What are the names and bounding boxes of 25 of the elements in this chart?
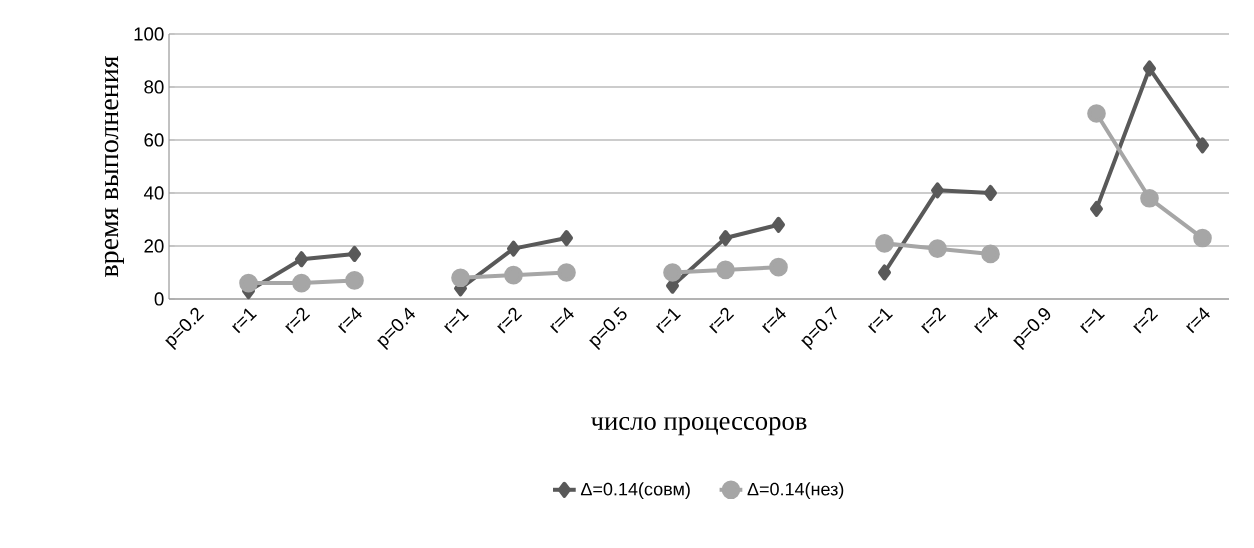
y-tick-label: 60 [144, 133, 164, 147]
y-tick-label: 20 [144, 239, 164, 253]
y-tick-label: 40 [143, 186, 164, 200]
x-tick-label: r=4 [974, 307, 998, 334]
x-tick-label: r=1 [868, 308, 893, 334]
x-tick-label: r=4 [550, 307, 574, 334]
x-tick-label: r=1 [232, 308, 257, 334]
y-tick-label: 80 [144, 80, 164, 94]
x-tick-label: r=4 [762, 307, 786, 334]
x-tick-label: r=1 [444, 308, 469, 334]
x-tick-label: r=2 [1133, 307, 1159, 334]
legend-label: Δ=0.14(совм) [580, 482, 690, 500]
y-tick-label: 0 [154, 292, 164, 306]
x-tick-label: r=4 [1186, 307, 1210, 334]
x-tick-label: r=1 [1080, 308, 1105, 334]
x-tick-label: r=2 [497, 307, 523, 334]
legend-label: Δ=0.14(нез) [747, 482, 844, 500]
x-tick-label: r=2 [709, 307, 735, 334]
x-tick-label: r=1 [656, 308, 681, 334]
x-axis-title: число процессоров [591, 417, 807, 436]
y-axis-title: время выполнения [104, 55, 124, 278]
x-tick-label: r=4 [338, 307, 362, 334]
y-tick-label: 100 [134, 27, 164, 41]
x-tick-label: r=2 [285, 307, 311, 334]
x-tick-label: r=2 [921, 307, 947, 334]
